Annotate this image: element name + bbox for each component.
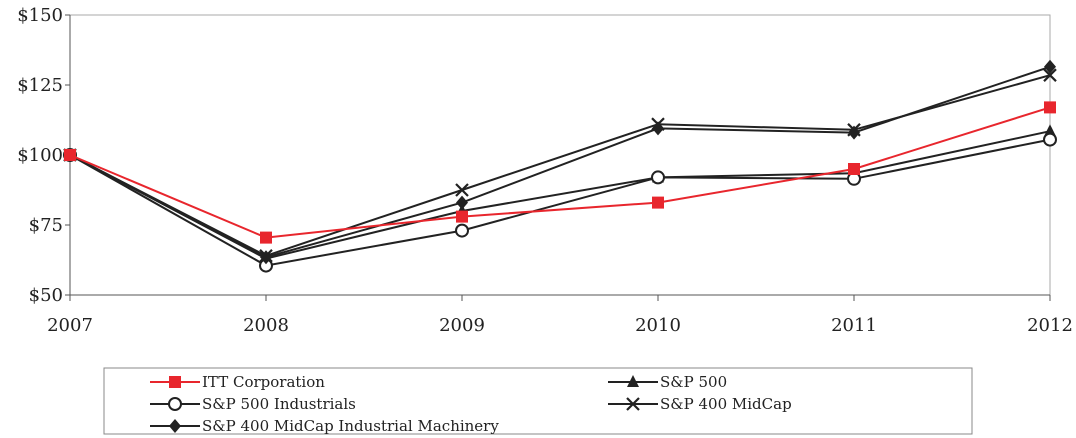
data-point bbox=[1044, 101, 1056, 114]
data-point bbox=[1043, 68, 1057, 82]
legend-box bbox=[103, 367, 973, 435]
data-point bbox=[456, 210, 468, 223]
plot-frame bbox=[69, 14, 1051, 296]
data-point bbox=[455, 183, 469, 197]
x-tick-label: 2009 bbox=[439, 315, 485, 336]
series-line bbox=[69, 106, 1051, 239]
chart-series bbox=[63, 59, 1057, 273]
data-point bbox=[260, 231, 272, 244]
data-point bbox=[455, 223, 469, 238]
legend-marker bbox=[169, 376, 181, 388]
data-point bbox=[64, 149, 76, 161]
legend-label: S&P 400 MidCap Industrial Machinery bbox=[202, 417, 499, 435]
data-point bbox=[1044, 59, 1056, 74]
legend-label: S&P 400 MidCap bbox=[660, 395, 792, 413]
legend-marker bbox=[169, 419, 181, 433]
chart-axes: $50 $75 $100 $125 $150 2007 2008 2009 2010 2011 20… bbox=[17, 5, 1073, 336]
legend-item: ITT Corporation bbox=[150, 373, 325, 391]
data-point bbox=[652, 121, 664, 136]
data-point bbox=[1044, 124, 1056, 137]
data-point bbox=[848, 163, 860, 175]
legend-item: S&P 500 Industrials bbox=[150, 395, 356, 413]
data-point bbox=[652, 196, 664, 209]
legend-marker bbox=[626, 397, 640, 411]
series-line bbox=[69, 65, 1051, 259]
legend-item: S&P 400 MidCap bbox=[608, 395, 792, 413]
x-tick-label: 2008 bbox=[243, 315, 289, 336]
data-point bbox=[456, 195, 468, 210]
series-line bbox=[69, 138, 1051, 267]
chart-legend: ITT Corporation S&P 500 S&P 500 Industrial… bbox=[103, 367, 973, 435]
series-itt-corporation bbox=[64, 101, 1056, 244]
y-tick-label: $150 bbox=[17, 5, 63, 26]
legend-label: S&P 500 bbox=[660, 373, 727, 391]
series-s-p-500-industrials bbox=[63, 132, 1057, 273]
x-tick-label: 2010 bbox=[635, 315, 681, 336]
x-tick-label: 2007 bbox=[47, 315, 93, 336]
legend-item: S&P 500 bbox=[608, 373, 727, 391]
y-tick-label: $50 bbox=[29, 285, 63, 306]
x-tick-label: 2012 bbox=[1027, 315, 1073, 336]
data-point bbox=[651, 170, 665, 185]
legend-label: S&P 500 Industrials bbox=[202, 395, 356, 413]
series-line bbox=[69, 130, 1051, 260]
legend-label: ITT Corporation bbox=[202, 373, 325, 391]
legend-marker bbox=[627, 375, 639, 387]
data-point bbox=[260, 250, 272, 265]
legend-marker bbox=[168, 397, 182, 411]
x-tick-label: 2011 bbox=[831, 315, 877, 336]
data-point bbox=[1043, 132, 1057, 147]
y-tick-label: $75 bbox=[29, 215, 63, 236]
y-tick-label: $125 bbox=[17, 75, 63, 96]
y-tick-label: $100 bbox=[17, 145, 63, 166]
legend-item: S&P 400 MidCap Industrial Machinery bbox=[150, 417, 499, 435]
series-s-p-500 bbox=[64, 124, 1056, 264]
data-point bbox=[848, 125, 860, 140]
